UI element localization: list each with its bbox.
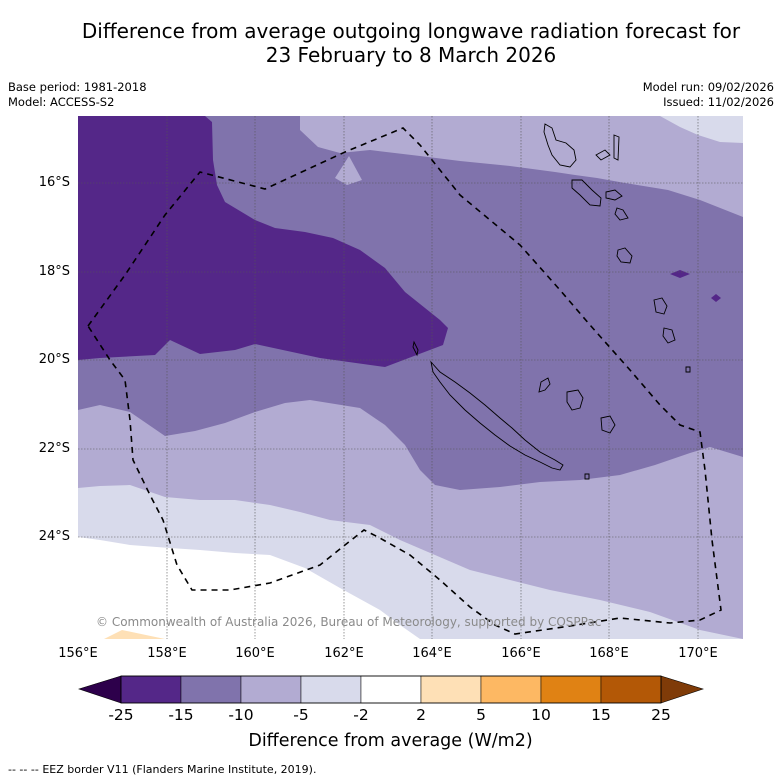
copyright-notice: © Commonwealth of Australia 2026, Bureau… [96,615,601,629]
colorbar-segment [300,675,362,704]
colorbar [78,675,704,704]
colorbar-tick-label: 25 [651,706,671,724]
ambrym-coast [605,189,623,201]
metadata-left: Base period: 1981-2018 Model: ACCESS-S2 [8,80,147,110]
colorbar-segment [480,675,542,704]
tanna-coast [662,327,676,344]
lon-tick-label: 158°E [147,646,187,661]
metadata-right: Model run: 09/02/2026 Issued: 11/02/2026 [643,80,774,110]
lat-tick-label: 22°S [38,441,70,456]
malekula-coast [571,179,602,207]
lon-tick-label: 160°E [235,646,275,661]
graticule [78,116,743,639]
colorbar-segment [240,675,302,704]
band-minus5-to-minus2-north [660,116,743,143]
coastlines [412,123,691,480]
colorbar-segment [600,675,662,704]
isle-of-pines [584,473,590,480]
map-plot-area [78,116,743,639]
colorbar-tick-label: 10 [531,706,551,724]
chart-title-line-2: 23 February to 8 March 2026 [265,43,557,67]
lon-tick-label: 156°E [58,646,98,661]
lon-tick-label: 166°E [501,646,541,661]
aneityum-coast [685,366,691,373]
colorbar-tick-label: -15 [168,706,194,724]
epi-coast [614,207,629,221]
lon-tick-label: 164°E [412,646,452,661]
eez-border [87,127,722,635]
new-caledonia-coast [430,360,564,471]
eez-legend-marker: -- -- -- [8,763,39,776]
belep-islands [412,340,419,357]
eez-legend: -- -- -- EEZ border V11 (Flanders Marine… [8,763,316,777]
colorbar-under-arrow [78,675,122,704]
colorbar-segment [180,675,242,704]
band-below-minus15-patch-2 [711,294,721,302]
colorbar-segment [120,675,182,704]
colorbar-tick-label: 15 [591,706,611,724]
colorbar-tick-label: -2 [353,706,369,724]
lon-tick-label: 170°E [678,646,718,661]
colorbar-segment [540,675,602,704]
issued-date: Issued: 11/02/2026 [663,95,774,109]
band-minus2-to-2 [78,537,420,639]
chart-title: Difference from average outgoing longwav… [0,19,781,67]
lifou-coast [566,389,584,411]
band-minus10-to-minus5-north [300,116,743,217]
chart-title-line-1: Difference from average outgoing longwav… [81,19,741,43]
lat-tick-label: 16°S [38,175,70,190]
colorbar-title: Difference from average (W/m2) [248,731,533,751]
lat-tick-label: 18°S [38,264,70,279]
espiritu-santo-coast [543,123,577,168]
colorbar-segment [360,675,422,704]
colorbar-outline [120,675,662,704]
band-minus10-to-minus5-patch [335,156,362,185]
pentecost-coast [613,134,620,161]
ouvea-coast [538,377,551,393]
colorbar-segment [420,675,482,704]
model-run-date: Model run: 09/02/2026 [642,80,774,94]
maewo-coast [595,149,611,161]
eez-legend-text: EEZ border V11 (Flanders Marine Institut… [42,763,317,776]
lat-tick-label: 24°S [38,529,70,544]
base-period: Base period: 1981-2018 [8,80,147,94]
colorbar-tick-label: 2 [416,706,426,724]
band-below-minus15 [78,116,448,367]
band-2-to-5-patch [104,630,165,639]
lat-tick-label: 20°S [38,352,70,367]
colorbar-tick-label: -10 [228,706,254,724]
mare-coast [600,415,616,434]
colorbar-tick-label: -25 [108,706,134,724]
lon-tick-label: 168°E [589,646,629,661]
lon-tick-label: 162°E [324,646,364,661]
colorbar-over-arrow [660,675,704,704]
efate-coast [616,247,633,264]
erromango-coast [653,297,668,315]
colorbar-tick-label: -5 [293,706,309,724]
colorbar-tick-label: 5 [476,706,486,724]
model-name: Model: ACCESS-S2 [8,95,115,109]
